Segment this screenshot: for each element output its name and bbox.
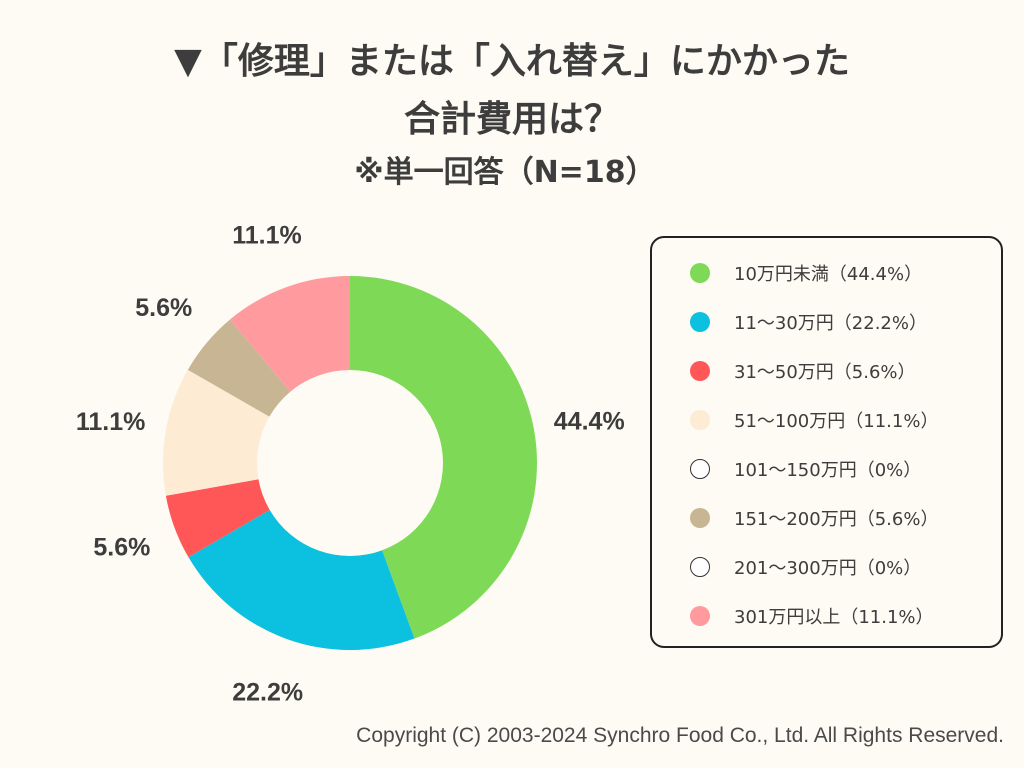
donut-slice-2 [188,509,415,650]
donut-slice-6 [187,319,291,417]
legend-label: 101〜150万円（0%） [734,460,922,481]
legend-item: 201〜300万円（0%） [690,553,921,581]
legend-swatch [690,410,710,430]
donut-slice-1 [350,276,538,639]
legend-label: 151〜200万円（5.6%） [734,509,939,530]
data-label-2: 22.2% [232,679,303,707]
legend-label: 301万円以上（11.1%） [734,607,934,628]
copyright-text: Copyright (C) 2003-2024 Synchro Food Co.… [356,724,1004,747]
legend-item: 10万円未満（44.4%） [690,259,922,287]
data-label-6: 5.6% [135,294,192,322]
data-label-4: 11.1% [76,408,146,436]
chart-subtitle: ※単一回答（N=18） [354,155,656,190]
legend-swatch [690,508,710,528]
donut-slice-3 [165,479,270,558]
legend-item: 101〜150万円（0%） [690,455,921,483]
donut-slice-4 [163,369,270,496]
legend-swatch [690,361,710,381]
legend-swatch [690,312,710,332]
legend-swatch [690,263,710,283]
chart-title-line2: 合計費用は？ [403,99,620,140]
chart-legend: 10万円未満（44.4%） 11〜30万円（22.2%） 31〜50万円（5.6… [650,236,1003,648]
donut-chart: 44.4% 22.2% 5.6% 11.1% 5.6% 11.1% [76,222,625,707]
chart-title-line1: ▼「修理」または「入れ替え」にかかった [174,41,850,82]
legend-label: 51〜100万円（11.1%） [734,411,939,432]
legend-item: 11〜30万円（22.2%） [690,308,927,336]
data-label-3: 5.6% [93,534,150,562]
legend-label: 10万円未満（44.4%） [734,264,923,285]
legend-item: 51〜100万円（11.1%） [690,406,938,434]
data-label-8: 11.1% [232,222,302,250]
legend-label: 201〜300万円（0%） [734,558,922,579]
legend-label: 11〜30万円（22.2%） [734,313,927,334]
legend-item: 151〜200万円（5.6%） [690,504,938,532]
data-label-1: 44.4% [554,407,625,435]
legend-label: 31〜50万円（5.6%） [734,362,916,383]
legend-item: 301万円以上（11.1%） [690,602,934,630]
legend-item: 31〜50万円（5.6%） [690,357,916,385]
donut-slice-8 [229,276,350,392]
legend-swatch [690,606,710,626]
legend-swatch [690,459,710,479]
legend-swatch [690,557,710,577]
